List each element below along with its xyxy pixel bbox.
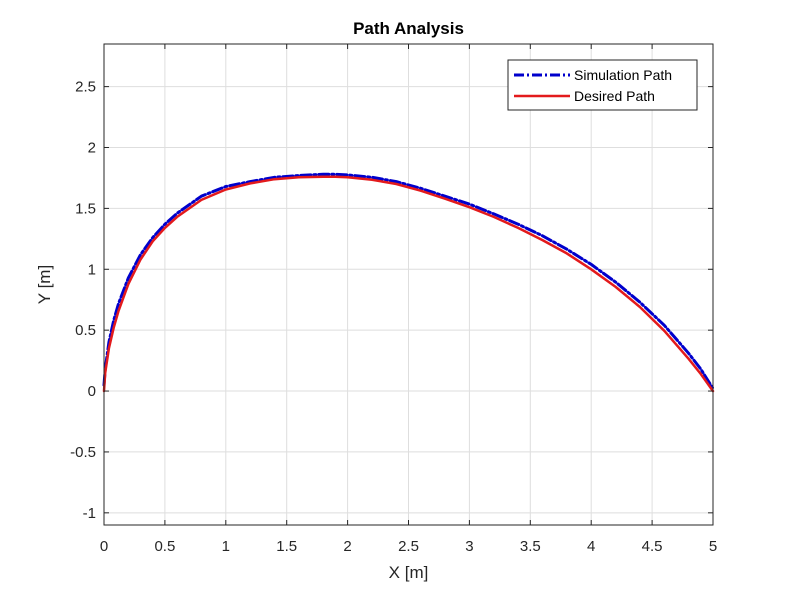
y-tick-label: -1 <box>83 505 96 522</box>
x-tick-label: 1 <box>222 538 230 555</box>
x-axis-label: X [m] <box>389 563 429 582</box>
chart-title: Path Analysis <box>353 19 464 38</box>
x-tick-label: 2.5 <box>398 538 419 555</box>
y-tick-label: 0.5 <box>75 322 96 339</box>
y-tick-label: 0 <box>88 383 96 400</box>
y-tick-label: 2.5 <box>75 79 96 96</box>
x-tick-label: 2 <box>343 538 351 555</box>
x-tick-label: 3 <box>465 538 473 555</box>
legend-label-desired-path: Desired Path <box>574 88 655 104</box>
x-tick-label: 3.5 <box>520 538 541 555</box>
y-axis-label: Y [m] <box>35 265 54 304</box>
y-tick-label: 2 <box>88 140 96 157</box>
series-line-desired-path <box>102 175 715 393</box>
legend: Simulation Path Desired Path <box>507 59 698 111</box>
series-layer <box>102 172 715 393</box>
x-tick-label: 0 <box>100 538 108 555</box>
x-tick-label: 4.5 <box>642 538 663 555</box>
x-tick-label: 5 <box>709 538 717 555</box>
x-tick-label: 4 <box>587 538 595 555</box>
legend-label-simulation-path: Simulation Path <box>574 67 672 83</box>
y-tick-label: 1 <box>88 261 96 278</box>
x-tick-label: 1.5 <box>276 538 297 555</box>
series-line-simulation-path <box>102 172 715 391</box>
grid <box>103 44 714 525</box>
legend-box <box>507 59 698 111</box>
y-tick-label: 1.5 <box>75 200 96 217</box>
x-tick-label: 0.5 <box>154 538 175 555</box>
ticks: 0 0.5 1 1.5 2 2.5 3 3.5 4 4.5 5 -1 -0.5 0 0.5 1 1.5 2 2.5 <box>70 44 717 555</box>
y-tick-label: -0.5 <box>70 444 96 461</box>
